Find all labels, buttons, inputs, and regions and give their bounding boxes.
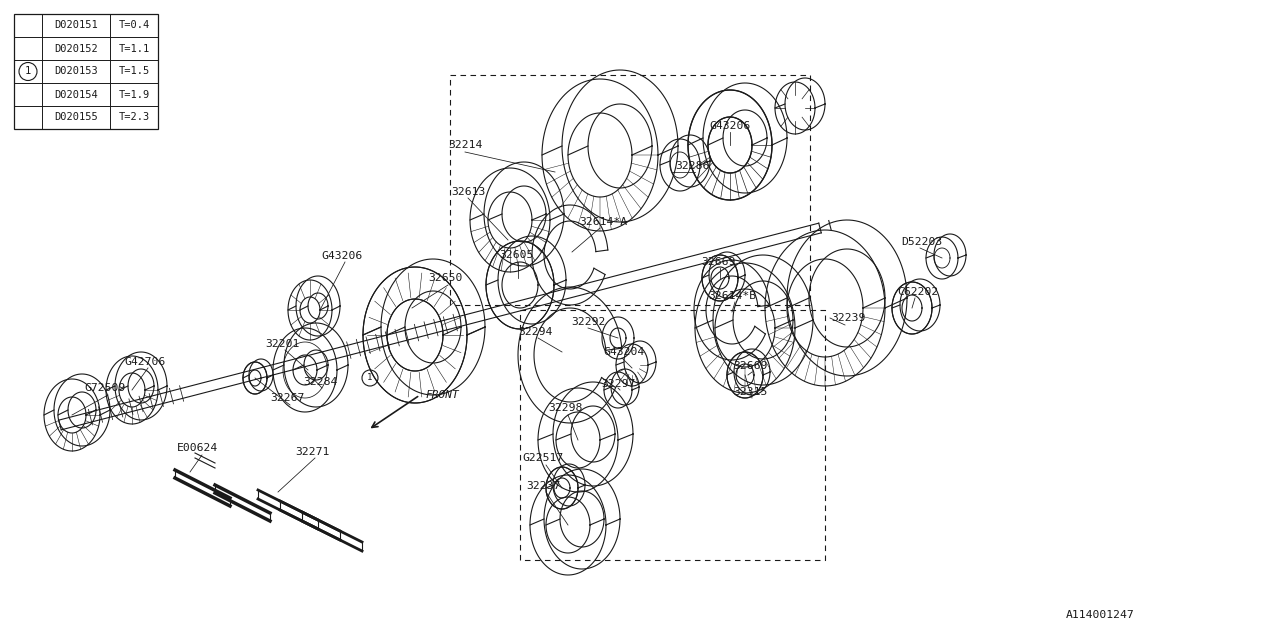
Text: 32284: 32284 [303, 377, 337, 387]
Text: 32669: 32669 [701, 257, 735, 267]
Text: D020151: D020151 [54, 20, 97, 31]
Text: 32650: 32650 [428, 273, 462, 283]
Text: T=1.1: T=1.1 [118, 44, 150, 54]
Text: G43204: G43204 [603, 347, 645, 357]
Text: 32239: 32239 [831, 313, 865, 323]
Text: D52203: D52203 [901, 237, 942, 247]
Text: 32201: 32201 [265, 339, 300, 349]
Text: G72509: G72509 [84, 383, 125, 393]
Text: C62202: C62202 [897, 287, 938, 297]
Text: 32271: 32271 [294, 447, 329, 457]
Text: 32614*A: 32614*A [579, 217, 627, 227]
Text: G43206: G43206 [709, 121, 750, 131]
Text: 32669: 32669 [733, 361, 767, 371]
Text: 32294: 32294 [518, 327, 552, 337]
Text: 32286: 32286 [675, 161, 709, 171]
Bar [14, 14, 157, 129]
Text: G42706: G42706 [124, 357, 165, 367]
Text: T=2.3: T=2.3 [118, 113, 150, 122]
Text: 32614*B: 32614*B [708, 291, 756, 301]
Text: D020155: D020155 [54, 113, 97, 122]
Text: T=1.5: T=1.5 [118, 67, 150, 77]
Text: 32292: 32292 [571, 317, 605, 327]
Text: 32298: 32298 [548, 403, 582, 413]
Text: 1: 1 [24, 67, 31, 77]
Text: 32237: 32237 [526, 481, 561, 491]
Text: 32315: 32315 [733, 387, 767, 397]
Text: 32267: 32267 [270, 393, 305, 403]
Text: A114001247: A114001247 [1066, 610, 1134, 620]
Text: T=0.4: T=0.4 [118, 20, 150, 31]
Text: D020153: D020153 [54, 67, 97, 77]
Text: T=1.9: T=1.9 [118, 90, 150, 99]
Text: 1: 1 [367, 374, 372, 383]
Text: FRONT: FRONT [425, 390, 458, 400]
Text: E00624: E00624 [178, 443, 219, 453]
Text: 32214: 32214 [448, 140, 483, 150]
Text: D020154: D020154 [54, 90, 97, 99]
Text: 32297: 32297 [600, 379, 635, 389]
Text: 32605: 32605 [499, 250, 534, 260]
Text: G22517: G22517 [522, 453, 563, 463]
Text: D020152: D020152 [54, 44, 97, 54]
Text: 32613: 32613 [451, 187, 485, 197]
Text: G43206: G43206 [321, 251, 362, 261]
